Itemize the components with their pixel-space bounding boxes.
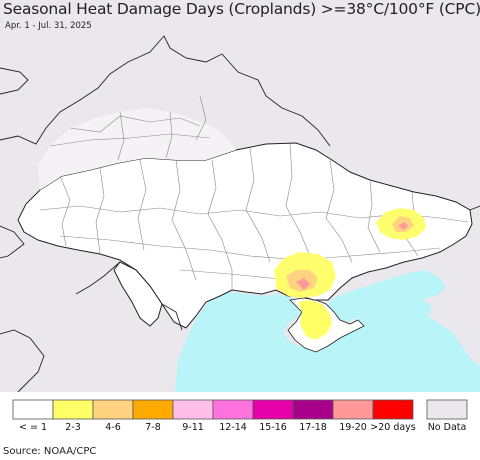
legend-swatch [426, 399, 468, 420]
legend-swatch [372, 399, 414, 420]
legend-label: 17-18 [299, 422, 327, 433]
map-title: Seasonal Heat Damage Days (Croplands) >=… [3, 0, 480, 18]
heat-damage-patches [274, 208, 426, 340]
map-subtitle: Apr. 1 - Jul. 31, 2025 [5, 21, 92, 31]
admin-borders [39, 95, 469, 290]
legend-label: 19-20 [339, 422, 367, 433]
legend-swatch [92, 399, 134, 420]
heat-damage-map [0, 0, 480, 392]
legend-label: No Data [428, 422, 467, 433]
legend-label: 7-8 [145, 422, 161, 433]
sea-of-azov [328, 270, 446, 322]
legend-label: 15-16 [259, 422, 287, 433]
legend-label: 4-6 [105, 422, 121, 433]
legend-label: 12-14 [219, 422, 247, 433]
patch-2-3-crimea [298, 300, 332, 340]
legend-swatch [172, 399, 214, 420]
legend-swatch [12, 399, 54, 420]
legend-label: 9-11 [182, 422, 204, 433]
northern-region [38, 108, 236, 190]
legend-swatch [292, 399, 334, 420]
country-borders [0, 35, 480, 392]
legend-label: >20 days [370, 422, 416, 433]
patch-19-20-south [296, 278, 310, 290]
legend-swatch [52, 399, 94, 420]
legend-label: < = 1 [19, 422, 47, 433]
legend-swatch [252, 399, 294, 420]
legend-swatch [212, 399, 254, 420]
source-credit: Source: NOAA/CPC [3, 446, 97, 457]
legend-swatch [132, 399, 174, 420]
legend-swatch [332, 399, 374, 420]
moldova [113, 261, 163, 327]
patch-19-20-east [398, 222, 408, 230]
legend-label: 2-3 [65, 422, 81, 433]
